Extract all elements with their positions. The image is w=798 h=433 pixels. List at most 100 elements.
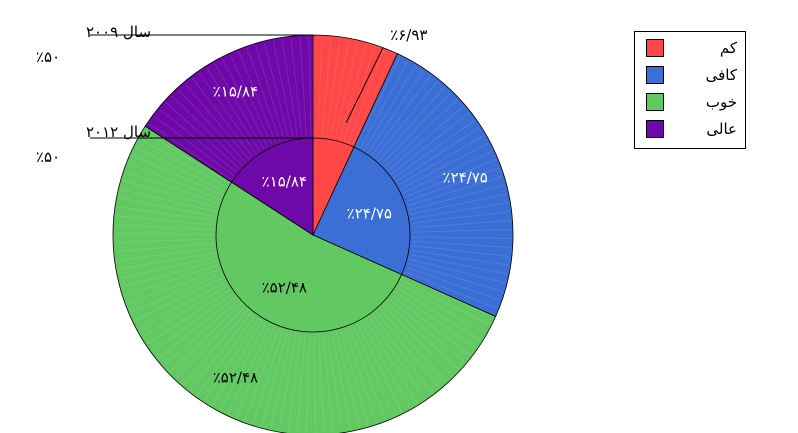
outer-ring-sheen-line (176, 306, 246, 379)
outer-ring-sheen-line (411, 236, 511, 239)
outer-ring-sheen-line (411, 211, 510, 224)
outer-ring-sheen-line (352, 325, 394, 417)
outer-ring-sheen-line (344, 328, 378, 423)
legend-swatch-excellent (646, 120, 664, 138)
outer-ring-sheen-line (374, 80, 438, 159)
outer-label-low: ٪۶/۹۳ (390, 26, 427, 44)
outer-ring-sheen-line (317, 37, 323, 137)
outer-ring-sheen-line (411, 240, 511, 248)
outer-ring-sheen-line (115, 233, 215, 235)
outer-ring-sheen-line (206, 67, 261, 152)
outer-ring-sheen-line (278, 332, 297, 431)
series-2009-share: ٪۵۰ (36, 48, 60, 66)
outer-ring-sheen-line (287, 333, 301, 432)
outer-ring-sheen-line (308, 37, 312, 137)
legend-item-low: کم (643, 37, 743, 59)
outer-ring-sheen-line (411, 220, 511, 229)
outer-ring-sheen-line (360, 60, 409, 149)
outer-ring-sheen-line (230, 54, 273, 146)
inner-ring-slice-good (215, 181, 403, 333)
outer-ring-sheen-line (393, 119, 475, 178)
outer-ring-sheen-line (404, 159, 497, 198)
outer-ring-sheen-line (144, 130, 229, 184)
outer-ring-sheen-line (385, 301, 460, 370)
outer-ring-sheen-line (115, 224, 215, 231)
legend-label-excellent: عالی (706, 120, 737, 138)
outer-ring-sheen-line (261, 330, 288, 427)
inner-ring-slice-adequate (312, 146, 411, 276)
outer-ring-sheen-line (138, 281, 226, 329)
outer-ring-sheen-line (363, 65, 416, 151)
inner-label-good: ٪۵۲/۴۸ (262, 278, 307, 296)
outer-ring-sheen-line (182, 309, 249, 385)
outer-ring-sheen-line (128, 163, 221, 200)
outer-ring-sheen-line (191, 77, 253, 157)
outer-ring-sheen-line (367, 70, 424, 153)
outer-ring-sheen-line (382, 304, 453, 376)
series-2012-share: ٪۵۰ (36, 148, 60, 166)
outer-ring-sheen-line (404, 271, 497, 309)
outer-ring-sheen-line (116, 247, 215, 261)
outer-ring-sheen-line (398, 135, 485, 186)
legend-swatch-adequate (646, 66, 664, 84)
outer-ring-sheen-line (246, 48, 281, 142)
outer-ring-sheen-line (149, 123, 232, 180)
outer-ring-sheen-line (125, 171, 220, 204)
legend-label-low: کم (719, 39, 737, 57)
outer-ring-sheen-line (120, 188, 217, 213)
outer-ring-sheen-line (147, 289, 231, 345)
outer-ring-sheen-line (270, 331, 293, 429)
outer-ring-sheen-line (119, 256, 217, 279)
series-2009-name: سال ۲۰۰۹ (86, 23, 151, 41)
outer-ring-sheen-line (396, 287, 481, 341)
outer-ring-sheen-line (411, 245, 510, 257)
outer-ring-sheen-line (388, 298, 465, 363)
outer-ring-sheen-line (134, 277, 224, 321)
outer-ring-sheen-line (264, 42, 290, 140)
outer-ring-sheen-line (327, 332, 343, 431)
inner-ring-2012 (215, 137, 411, 333)
legend-label-adequate: کافی (705, 66, 737, 84)
outer-label-good: ٪۵۲/۴۸ (213, 368, 258, 386)
outer-ring-sheen-line (381, 92, 452, 165)
outer-ring-sheen-line (371, 75, 431, 156)
outer-ring-sheen-line (384, 99, 458, 168)
outer-ring-sheen-line (116, 206, 216, 222)
outer-ring-sheen-line (360, 321, 410, 409)
inner-label-adequate: ٪۲۴/۷۵ (347, 204, 392, 222)
outer-ring-sheen-line (122, 180, 218, 209)
outer-ring-sheen-line (409, 193, 507, 215)
outer-ring-sheen-line (326, 38, 341, 137)
outer-ring-sheen-line (411, 229, 511, 233)
outer-ring-sheen-line (199, 72, 257, 155)
leader-lines (90, 34, 384, 139)
outer-ring-sheen-line (375, 311, 440, 388)
outer-ring-sheen-line (364, 318, 418, 404)
outer-ring-sheen-line (347, 49, 384, 143)
outer-ring-sheen-line (378, 86, 445, 162)
outer-ring-sheen-line (163, 299, 239, 366)
legend-swatch-low (646, 39, 664, 57)
outer-ring-sheen-line (348, 327, 386, 420)
outer-ring-sheen-line (130, 273, 223, 313)
outer-ring-sheen-line (372, 313, 433, 394)
outer-ring-sheen-line (334, 41, 358, 139)
outer-ring-sheen-line (281, 39, 298, 138)
outer-ring-sheen-line (406, 167, 500, 202)
outer-ring-sheen-line (117, 251, 216, 270)
outer-ring-sheen-line (139, 138, 227, 188)
outer-ring-sheen-line (252, 329, 284, 424)
outer-ring-sheen-line (227, 324, 271, 415)
slice-labels: ٪۶/۹۳ ٪۲۴/۷۵ ٪۵۲/۴۸ ٪۱۵/۸۴ ٪۲۴/۷۵ ٪۵۲/۴۸ ٪۱۵/۸… (213, 26, 488, 387)
legend: کم کافی خوب عالی (634, 31, 746, 149)
outer-ring-sheen-line (211, 320, 263, 406)
outer-ring-sheen-line (400, 142, 489, 190)
series-2012-name: سال ۲۰۱۲ (86, 123, 151, 141)
leader-line-small-slice (345, 47, 384, 124)
outer-ring-sheen-line (196, 315, 256, 396)
outer-ring-sheen-line (340, 329, 369, 426)
outer-ring-sheen-line (135, 146, 225, 192)
outer-ring-sheen-line (351, 53, 393, 145)
outer-ring-sheen-line (127, 269, 221, 305)
